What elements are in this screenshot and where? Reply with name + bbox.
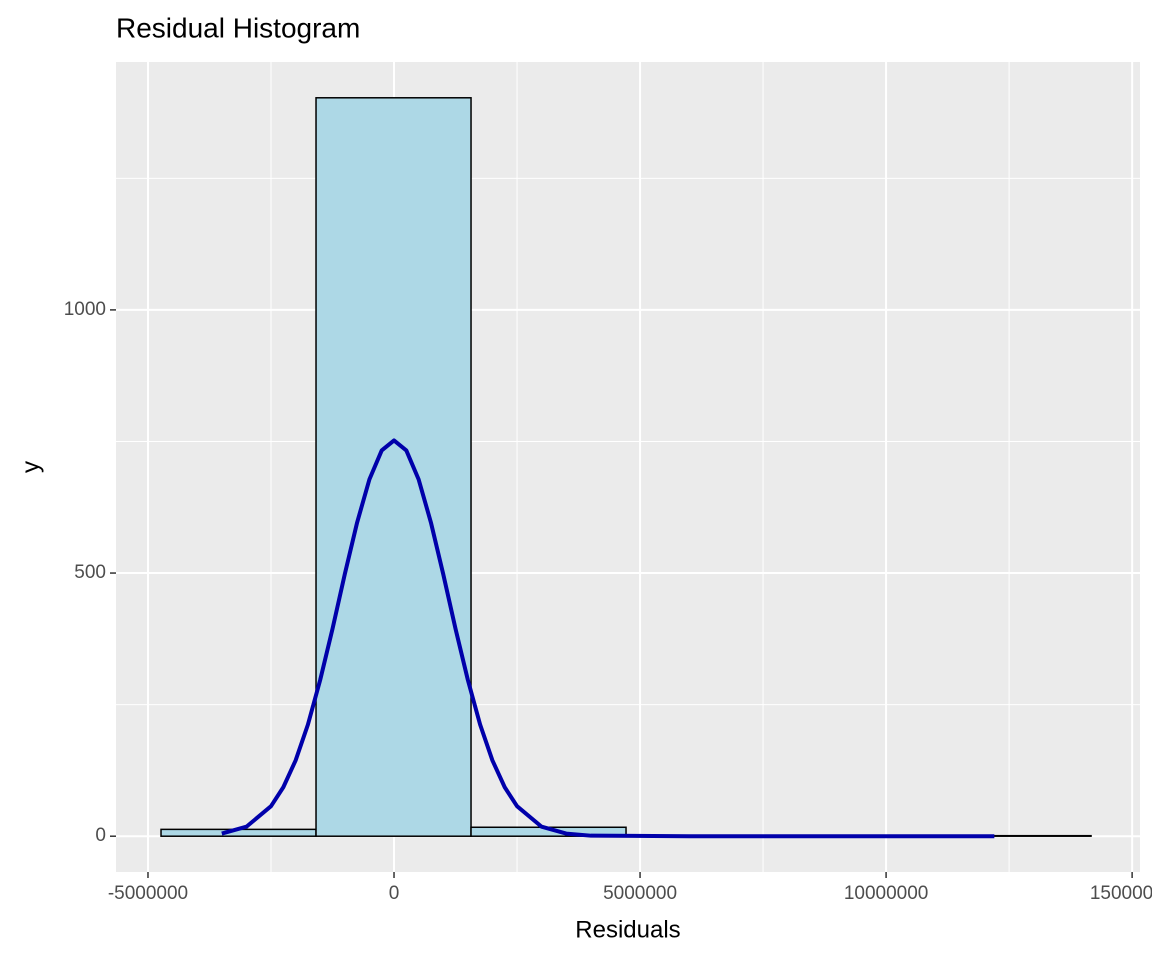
density-curve	[221, 438, 995, 839]
x-tick-label: -5000000	[108, 883, 188, 904]
x-tick-label: 0	[389, 883, 400, 904]
panel-background	[116, 62, 1140, 872]
y-axis-title: y	[17, 461, 44, 473]
x-tick-label: 15000000	[1090, 883, 1152, 904]
x-tick-label: 5000000	[603, 883, 677, 904]
x-tick-label: 10000000	[844, 883, 929, 904]
x-axis-title: Residuals	[575, 916, 680, 943]
y-tick-label: 1000	[64, 299, 106, 320]
chart-title: Residual Histogram	[116, 12, 360, 43]
bar	[315, 97, 472, 837]
y-tick-label: 500	[74, 562, 106, 583]
y-tick-label: 0	[95, 825, 106, 846]
